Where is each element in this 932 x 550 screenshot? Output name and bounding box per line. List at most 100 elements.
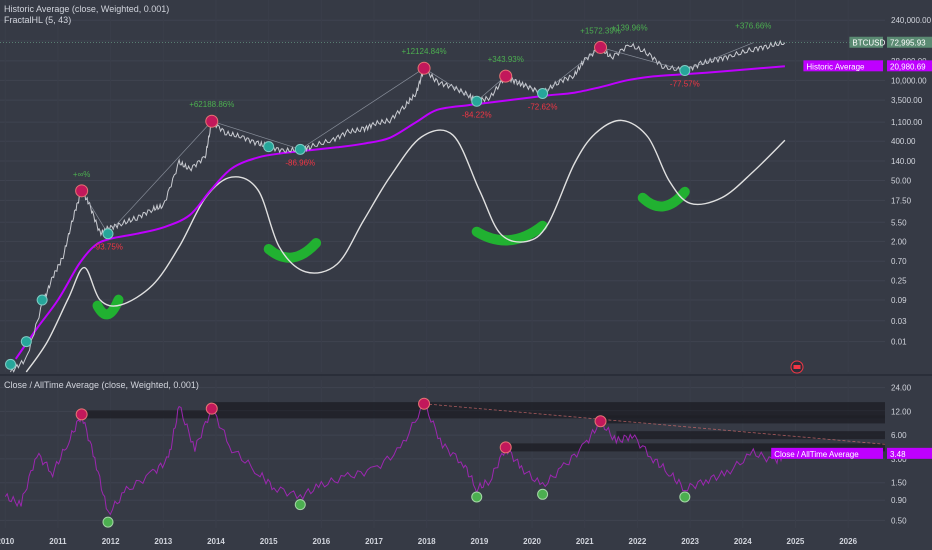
y-tick-label: 240,000.00 — [891, 16, 932, 25]
peak-marker — [499, 69, 513, 83]
x-tick-label: 2011 — [49, 537, 67, 546]
historic-average-line — [14, 65, 785, 360]
time-axis[interactable]: 2010 2011 2012 2013 2014 2015 2016 2017 2018 2019… — [0, 537, 858, 546]
trough-marker — [20, 336, 32, 348]
x-tick-label: 2014 — [207, 537, 225, 546]
y-tick-label: 2.00 — [891, 237, 907, 246]
price-pill-value: 72,995.93 — [890, 39, 926, 48]
gain-label: +62188.86% — [189, 100, 234, 109]
gain-label: +1572.39% — [580, 26, 621, 35]
average-pill-name: Historic Average — [806, 62, 865, 71]
ratio-pill-name-bg — [771, 447, 883, 459]
level-band — [81, 410, 885, 419]
legend-ratio: Close / AllTime Average (close, Weighted… — [4, 380, 199, 390]
alert-icon[interactable] — [790, 360, 804, 374]
y-tick-label: 0.25 — [891, 277, 907, 286]
x-tick-label: 2016 — [312, 537, 330, 546]
ratio-pill-value-bg — [887, 447, 932, 459]
loss-label: -72.62% — [528, 102, 558, 111]
x-tick-label: 2021 — [576, 537, 594, 546]
x-tick-label: 2018 — [418, 537, 436, 546]
gain-label: +∞% — [73, 170, 91, 179]
peak-marker — [594, 40, 608, 54]
y-tick-label: 1.50 — [891, 479, 907, 488]
lower-levels — [81, 402, 886, 452]
price-pill-name: BTCUSD — [852, 39, 885, 48]
y-tick-label: 0.03 — [891, 317, 907, 326]
x-tick-label: 2017 — [365, 537, 383, 546]
y-tick-label: 0.09 — [891, 296, 907, 305]
lower-markers — [75, 397, 691, 528]
gain-label: +12124.84% — [401, 47, 446, 56]
peak-marker — [418, 397, 431, 410]
ratio-pill-name: Close / AllTime Average — [774, 450, 859, 459]
ratio-series — [4, 404, 786, 516]
trough-marker — [263, 141, 275, 153]
x-tick-label: 2020 — [523, 537, 541, 546]
fractal-highlight — [637, 186, 690, 212]
lower-legend[interactable]: Close / AllTime Average (close, Weighted… — [4, 380, 199, 391]
average-pill-value: 20,980.69 — [890, 62, 926, 71]
x-tick-label: 2010 — [0, 537, 15, 546]
x-tick-label: 2019 — [470, 537, 488, 546]
trend-line — [424, 403, 886, 445]
trough-marker — [294, 143, 306, 155]
ratio-line — [4, 404, 786, 516]
legend-historic-average: Historic Average (close, Weighted, 0.001… — [4, 4, 170, 14]
y-tick-label: 400.00 — [891, 137, 916, 146]
peak-marker — [75, 408, 88, 421]
gain-label: +376.66% — [735, 22, 771, 31]
y-tick-label: 0.70 — [891, 257, 907, 266]
upper-annotations: +∞% -93.75% +62188.86% -86.96% +12124.84% -84… — [73, 22, 772, 252]
peak-marker — [75, 184, 89, 198]
trough-marker — [537, 488, 549, 500]
historic-average-curve — [14, 65, 785, 360]
level-band — [600, 415, 885, 424]
upper-legend[interactable]: Historic Average (close, Weighted, 0.001… — [4, 4, 169, 26]
average-pill-value-bg — [887, 60, 932, 72]
fractal-highlight — [92, 294, 124, 320]
loss-label: -77.57% — [670, 80, 700, 89]
legend-fractalhl: FractalHL (5, 43) — [4, 15, 72, 25]
price-series — [10, 39, 786, 373]
x-tick-label: 2024 — [734, 537, 752, 546]
x-tick-label: 2026 — [839, 537, 857, 546]
y-tick-label: 1,100.00 — [891, 118, 923, 127]
peak-marker — [594, 415, 607, 428]
level-band — [211, 402, 886, 411]
average-pill-name-bg — [803, 60, 883, 72]
y-tick-label: 5.50 — [891, 218, 907, 227]
y-tick-label: 17.50 — [891, 196, 912, 205]
y-tick-label: 24.00 — [891, 384, 912, 393]
upper-grid — [0, 19, 885, 343]
x-tick-label: 2012 — [102, 537, 120, 546]
last-value-labels: BTCUSD 72,995.93 Historic Average 20,980.69… — [771, 36, 932, 459]
trough-marker — [36, 294, 48, 306]
level-band — [505, 443, 885, 452]
upper-markers — [5, 40, 691, 370]
loss-label: -86.96% — [285, 158, 315, 167]
loss-label: -93.75% — [93, 243, 123, 252]
peak-marker — [205, 402, 218, 415]
fractal-line — [25, 119, 786, 373]
x-tick-label: 2015 — [260, 537, 278, 546]
y-tick-label: 12.00 — [891, 407, 912, 416]
x-tick-label: 2013 — [154, 537, 172, 546]
x-tick-label: 2025 — [787, 537, 805, 546]
y-tick-label: 0.50 — [891, 516, 907, 525]
y-tick-label: 0.01 — [891, 338, 907, 347]
trough-marker — [102, 228, 114, 240]
y-tick-label: 3.00 — [891, 455, 907, 464]
ratio-pill-value: 3.48 — [890, 450, 906, 459]
y-tick-label: 0.90 — [891, 496, 907, 505]
gain-label: +343.93% — [488, 55, 524, 64]
y-tick-label: 140.00 — [891, 157, 916, 166]
price-pill-value-bg — [887, 36, 932, 48]
trough-marker — [5, 358, 17, 370]
loss-label: -84.22% — [462, 110, 492, 119]
y-tick-label: 3,500.00 — [891, 96, 923, 105]
peak-marker — [417, 61, 431, 75]
trough-marker — [537, 87, 549, 99]
